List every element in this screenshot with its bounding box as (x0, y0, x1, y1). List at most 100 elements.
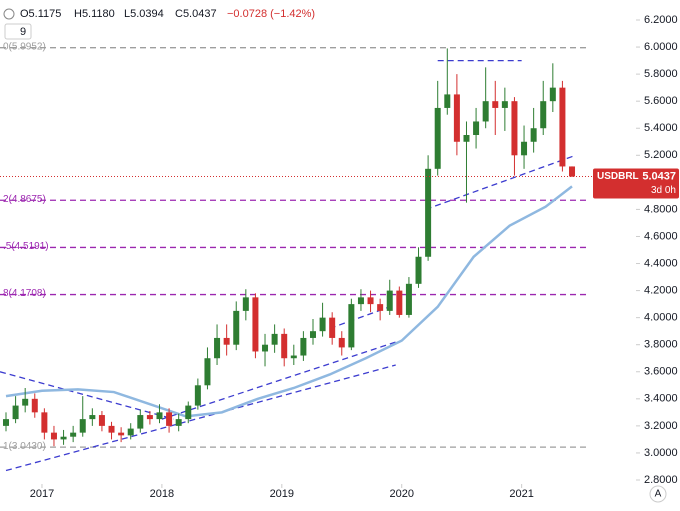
y-tick-label: 4.8000 (644, 203, 678, 215)
y-tick-label: 5.4000 (644, 122, 678, 134)
auto-scale[interactable] (649, 485, 667, 503)
candle-body (444, 94, 451, 108)
candle-body (50, 432, 57, 440)
trendline (0, 371, 175, 420)
x-tick-label: 2018 (150, 488, 174, 500)
candle-body (521, 141, 528, 156)
x-tick-label: 2020 (389, 488, 413, 500)
y-tick-label: 4.6000 (644, 230, 678, 242)
candle-body (434, 107, 441, 169)
moving-average (5, 185, 573, 418)
candle-body (300, 337, 307, 356)
symbol-icon (3, 8, 15, 20)
header-low: L5.0394 (124, 8, 164, 20)
trendline (161, 341, 396, 420)
indicator-toggle[interactable] (4, 23, 32, 40)
candle-body (252, 297, 259, 352)
candle-body (98, 415, 105, 426)
candle-body (415, 256, 422, 284)
y-tick-label: 4.2000 (644, 284, 678, 296)
candle-body (185, 405, 192, 420)
candle-body (271, 333, 278, 345)
candle-body (549, 87, 556, 102)
candle-body (70, 432, 77, 437)
fib-label: .5(4.5191) (3, 241, 49, 252)
candle-body (223, 337, 230, 345)
candle-body (41, 412, 48, 433)
candle-body (329, 317, 336, 338)
header-close: C5.0437 (175, 8, 217, 20)
y-tick-label: 4.0000 (644, 312, 678, 324)
candle-body (79, 419, 86, 433)
candle-body (2, 419, 9, 426)
x-tick-label: 2017 (30, 488, 54, 500)
candle-body (127, 428, 134, 436)
candle-body (540, 101, 547, 129)
y-tick-label: 3.4000 (644, 393, 678, 405)
indicator-count[interactable]: 9 (20, 26, 26, 38)
candle-body (492, 101, 499, 108)
candle-body (482, 101, 489, 122)
candle-body (367, 297, 374, 305)
candle-body (463, 135, 470, 142)
auto-scale-label[interactable]: A (655, 489, 662, 500)
fib-label: 0(5.9952) (3, 41, 46, 52)
candle-body (204, 358, 211, 386)
candle-body (12, 405, 19, 420)
y-tick-label: 3.2000 (644, 420, 678, 432)
header-open: O5.1175 (20, 8, 61, 20)
candle-body (262, 344, 269, 352)
header-change: −0.0728 (−1.42%) (227, 8, 315, 20)
candle-body (108, 425, 115, 433)
candle-body (233, 310, 240, 345)
candle-body (281, 333, 288, 359)
fib-label: 1(3.0430) (3, 441, 46, 452)
fib-label: 2(4.8675) (3, 194, 46, 205)
candle-body (453, 94, 460, 142)
candle-body (386, 290, 393, 311)
candle-body (214, 337, 221, 359)
y-tick-label: 5.6000 (644, 95, 678, 107)
candle-body (473, 121, 480, 135)
candle-body (348, 304, 355, 348)
candle-body (242, 297, 249, 311)
candle-body (425, 168, 432, 257)
price-tag (593, 168, 679, 199)
candle-body (377, 304, 384, 311)
candle-body (530, 128, 537, 142)
candle-body (569, 166, 576, 177)
candle-body (146, 415, 153, 420)
y-tick-label: 5.8000 (644, 68, 678, 80)
candle-body (166, 412, 173, 426)
trendline (425, 154, 576, 211)
candle-body (22, 398, 29, 406)
candle-body (511, 101, 518, 156)
candle-body (137, 415, 144, 429)
candle-body (396, 290, 403, 315)
y-tick-label: 5.2000 (644, 149, 678, 161)
candle-body (290, 355, 297, 359)
y-tick-label: 3.8000 (644, 339, 678, 351)
candle-body (194, 385, 201, 406)
candle-body (338, 337, 345, 348)
header-high: H5.1180 (74, 8, 115, 20)
x-tick-label: 2021 (509, 488, 533, 500)
candle-body (559, 87, 566, 167)
candle-body (357, 297, 364, 305)
y-tick-label: 3.6000 (644, 366, 678, 378)
last-price-label: 5.0437 (642, 170, 676, 182)
fib-label: 8(4.1708) (3, 288, 46, 299)
y-tick-label: 2.8000 (644, 474, 678, 486)
candle-body (309, 331, 316, 338)
candle-body (118, 432, 125, 436)
y-tick-label: 3.0000 (644, 447, 678, 459)
countdown: 3d 0h (651, 185, 676, 196)
candle-body (501, 101, 508, 108)
candle-body (60, 436, 67, 440)
candle-body (31, 398, 38, 413)
candle-body (405, 283, 412, 315)
candle-body (175, 419, 182, 426)
x-tick-label: 2019 (270, 488, 294, 500)
